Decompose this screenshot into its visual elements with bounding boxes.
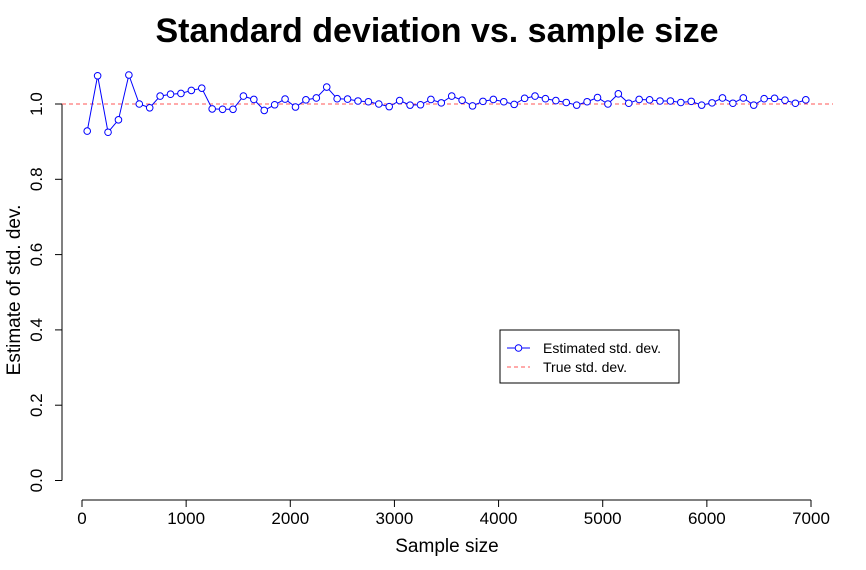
x-tick-label: 0: [77, 509, 86, 528]
data-point: [250, 95, 258, 104]
data-point: [645, 96, 654, 104]
data-point: [260, 106, 269, 115]
data-point: [697, 101, 706, 109]
data-point: [416, 100, 425, 109]
data-point: [729, 99, 737, 108]
data-point: [479, 97, 487, 106]
data-point: [677, 98, 685, 107]
data-point: [187, 86, 196, 95]
legend: Estimated std. dev. True std. dev.: [499, 329, 680, 384]
data-point: [354, 97, 362, 105]
legend-label-true: True std. dev.: [543, 359, 627, 375]
estimated-sd-line: [86, 73, 806, 134]
y-tick-label: 1.0: [27, 92, 46, 116]
data-point: [427, 95, 435, 104]
data-point: [239, 92, 248, 100]
data-point: [781, 96, 789, 105]
data-point: [322, 83, 331, 91]
data-point: [770, 94, 779, 103]
data-point: [614, 90, 623, 98]
x-tick-label: 4000: [480, 509, 518, 528]
data-point: [749, 101, 758, 109]
data-point: [458, 96, 466, 105]
data-point: [375, 100, 383, 108]
x-tick-label: 3000: [376, 509, 414, 528]
data-point: [385, 102, 394, 111]
data-point: [125, 71, 133, 79]
data-point: [114, 116, 123, 124]
x-tick-label: 5000: [584, 509, 622, 528]
data-point: [291, 103, 300, 111]
data-point: [447, 92, 456, 100]
data-point: [562, 98, 571, 107]
x-tick-label: 1000: [167, 509, 205, 528]
data-point: [156, 92, 164, 100]
data-point: [197, 84, 206, 92]
legend-label-estimated: Estimated std. dev.: [543, 340, 661, 356]
data-point: [437, 99, 446, 107]
data-point: [708, 99, 716, 107]
data-point: [145, 103, 154, 112]
data-point: [499, 97, 508, 106]
y-tick-label: 0.0: [27, 469, 46, 493]
data-point: [406, 101, 414, 109]
data-point: [489, 95, 498, 104]
x-axis-label: Sample size: [395, 536, 499, 557]
data-point: [333, 94, 341, 103]
data-point: [624, 99, 633, 108]
data-point: [281, 95, 289, 103]
data-point: [395, 96, 404, 105]
data-point: [229, 105, 237, 114]
y-tick-label: 0.6: [27, 243, 46, 267]
data-point: [593, 93, 602, 102]
data-point: [552, 96, 560, 105]
data-point: [83, 127, 92, 135]
data-point: [177, 89, 185, 98]
data-point: [687, 97, 696, 106]
data-point: [104, 128, 112, 137]
data-point: [541, 94, 550, 103]
data-point: [739, 94, 748, 102]
y-tick-label: 0.8: [27, 167, 46, 191]
plot-area: [62, 71, 833, 137]
data-point: [718, 94, 727, 102]
data-point: [604, 100, 612, 108]
x-tick-label: 2000: [271, 509, 309, 528]
legend-box: [499, 329, 680, 384]
data-point: [801, 96, 810, 104]
data-point: [666, 97, 675, 105]
legend-marker-estimated: [514, 344, 523, 352]
x-tick-label: 7000: [792, 509, 830, 528]
data-point: [656, 97, 664, 105]
data-point: [583, 97, 591, 106]
data-point: [760, 94, 768, 103]
x-axis: 0 1000 2000 3000 4000 5000 6000 7000: [77, 499, 830, 528]
data-point: [364, 97, 373, 106]
data-point: [343, 95, 352, 103]
data-point: [531, 92, 539, 100]
data-point: [93, 71, 102, 80]
data-point: [510, 100, 518, 109]
data-point: [468, 102, 477, 110]
data-point: [135, 100, 144, 108]
chart-title: Standard deviation vs. sample size: [155, 12, 718, 50]
y-axis: 0.0 0.2 0.4 0.6 0.8 1.0: [27, 92, 63, 493]
y-tick-label: 0.4: [27, 318, 46, 342]
data-point: [166, 90, 175, 99]
x-tick-label: 6000: [688, 509, 726, 528]
data-point: [635, 95, 643, 104]
data-point: [572, 101, 581, 109]
y-axis-label: Estimate of std. dev.: [4, 205, 25, 376]
data-point: [791, 99, 800, 108]
y-tick-label: 0.2: [27, 393, 46, 417]
data-point: [208, 105, 216, 113]
data-point: [520, 94, 529, 103]
data-point: [218, 105, 227, 114]
data-point: [312, 94, 321, 102]
data-point: [270, 100, 279, 109]
data-point: [302, 96, 310, 104]
